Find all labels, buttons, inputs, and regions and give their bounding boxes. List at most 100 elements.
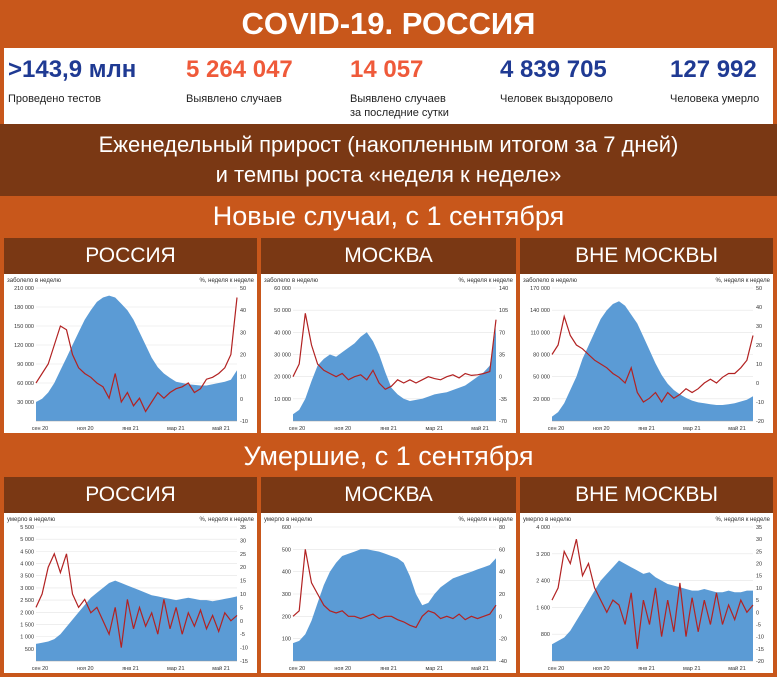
- y2-axis-label: %, неделя к неделе: [199, 517, 254, 523]
- y-tick-label: 20 000: [533, 397, 550, 403]
- y2-tick-label: -20: [756, 659, 764, 665]
- y2-tick-label: 20: [240, 565, 246, 571]
- y2-tick-label: -70: [499, 419, 507, 425]
- x-tick-label: янв 21: [638, 426, 655, 432]
- y-tick-label: 50 000: [274, 308, 291, 314]
- y2-tick-label: 140: [499, 286, 508, 292]
- section-new-cases: Новые случаи, с 1 сентября: [0, 196, 777, 236]
- region-header-moscow: МОСКВА: [261, 238, 516, 274]
- y2-tick-label: 35: [756, 525, 762, 531]
- y2-tick-label: 40: [240, 308, 246, 314]
- y2-tick-label: 25: [240, 552, 246, 558]
- subtitle-line-2: и темпы роста «неделя к неделе»: [215, 162, 562, 187]
- y2-tick-label: 50: [240, 286, 246, 292]
- y2-tick-label: 10: [240, 375, 246, 381]
- x-tick-label: мар 21: [683, 666, 701, 672]
- y-tick-label: 1 500: [20, 622, 34, 628]
- y2-tick-label: -5: [240, 632, 245, 638]
- x-tick-label: янв 21: [638, 666, 655, 672]
- x-tick-label: мар 21: [167, 666, 185, 672]
- series-area-weekly: [293, 549, 496, 661]
- y-tick-label: 80 000: [533, 353, 550, 359]
- y-tick-label: 2 500: [20, 598, 34, 604]
- x-tick-label: май 21: [212, 425, 230, 432]
- y2-tick-label: -35: [499, 397, 507, 403]
- y-tick-label: 110 000: [531, 330, 550, 336]
- y2-tick-label: -10: [756, 400, 764, 406]
- y2-tick-label: 30: [240, 538, 246, 544]
- y2-tick-label: -10: [240, 646, 248, 652]
- y2-tick-label: 20: [756, 562, 762, 568]
- x-tick-label: мар 21: [167, 426, 185, 432]
- y2-tick-label: 0: [756, 381, 759, 387]
- series-line-growth: [551, 314, 754, 404]
- stat-label: Выявлено случаев за последние сутки: [350, 93, 449, 119]
- region-header-moscow: МОСКВА: [261, 477, 516, 513]
- series-line-growth: [35, 552, 238, 648]
- x-tick-label: ноя 20: [334, 426, 351, 432]
- y2-tick-label: 40: [756, 305, 762, 311]
- y-tick-label: 300: [282, 592, 291, 598]
- y2-tick-label: 105: [499, 308, 508, 314]
- y-tick-label: 1 000: [20, 635, 34, 641]
- chart-new-cases-moscow: заболело в неделю %, неделя к неделе 60 00…: [261, 274, 516, 433]
- y2-tick-label: 0: [499, 614, 502, 620]
- y-tick-label: 5 500: [20, 525, 34, 531]
- y-tick-label: 140 000: [530, 308, 550, 314]
- y2-tick-label: 0: [240, 397, 243, 403]
- x-tick-label: ноя 20: [77, 426, 94, 432]
- y-tick-label: 50 000: [533, 375, 550, 381]
- y2-axis-label: %, неделя к неделе: [199, 278, 254, 284]
- y2-tick-label: -10: [240, 419, 248, 425]
- y-tick-label: 500: [25, 647, 34, 653]
- y-axis-label: умерло в неделю: [523, 517, 572, 523]
- y2-tick-label: 5: [756, 598, 759, 604]
- stats-bar: >143,9 млн Проведено тестов 5 264 047 Вы…: [4, 48, 773, 124]
- y2-tick-label: -20: [756, 419, 764, 425]
- y2-tick-label: 35: [240, 525, 246, 531]
- x-tick-label: мар 21: [425, 666, 443, 672]
- y2-tick-label: 35: [499, 353, 505, 359]
- stat-label: Проведено тестов: [8, 93, 101, 105]
- section-deaths: Умершие, с 1 сентября: [0, 435, 777, 477]
- y-tick-label: 40 000: [274, 330, 291, 336]
- y-tick-label: 3 000: [20, 586, 34, 592]
- y2-tick-label: -15: [756, 647, 764, 653]
- stat-label: Человек выздоровело: [500, 93, 613, 105]
- chart-deaths-moscow: умерло в неделю%, неделя к неделе 600 500 4…: [261, 513, 516, 673]
- y2-tick-label: 20: [240, 353, 246, 359]
- y-tick-label: 60 000: [274, 286, 291, 292]
- x-tick-label: сен 20: [289, 426, 306, 432]
- y-axis-label: заболело в неделю: [523, 278, 577, 284]
- y-tick-label: 4 500: [20, 549, 34, 555]
- y2-tick-label: -10: [756, 635, 764, 641]
- y-tick-label: 2 400: [536, 579, 550, 585]
- x-tick-label: ноя 20: [77, 666, 94, 672]
- series-line-growth: [35, 297, 238, 413]
- x-tick-label: сен 20: [548, 426, 565, 432]
- region-header-outside-moscow: ВНЕ МОСКВЫ: [520, 238, 773, 274]
- stat-cases-daily: 14 057 Выявлено случаев за последние сут…: [350, 48, 500, 124]
- x-tick-label: май 21: [471, 665, 489, 672]
- stat-label: Человека умерло: [670, 93, 760, 105]
- series-area-weekly: [36, 295, 237, 421]
- y2-tick-label: 60: [499, 547, 505, 553]
- series-area-weekly: [552, 301, 753, 421]
- y2-tick-label: 10: [240, 592, 246, 598]
- x-tick-label: янв 21: [122, 666, 139, 672]
- y-tick-label: 400: [282, 570, 291, 576]
- y-tick-label: 150 000: [14, 324, 34, 330]
- chart-deaths-outside-moscow: умерло в неделю %, неделя к неделе 4 000 3 …: [520, 513, 773, 673]
- page-title: COVID-19. РОССИЯ: [0, 0, 777, 48]
- y-tick-label: 90 000: [17, 362, 34, 368]
- series-line-growth: [292, 549, 497, 629]
- x-tick-label: янв 21: [380, 426, 397, 432]
- series-area-weekly: [293, 327, 496, 421]
- y-tick-label: 600: [282, 525, 291, 531]
- chart-new-cases-russia: заболело в неделю %, неделя к неделе 210 0…: [4, 274, 257, 433]
- x-tick-label: сен 20: [32, 426, 49, 432]
- y-axis-label: заболело в неделю: [264, 278, 318, 284]
- y2-axis-label: %, неделя к неделе: [715, 278, 770, 284]
- y-tick-label: 210 000: [14, 286, 34, 292]
- y2-tick-label: -15: [240, 659, 248, 665]
